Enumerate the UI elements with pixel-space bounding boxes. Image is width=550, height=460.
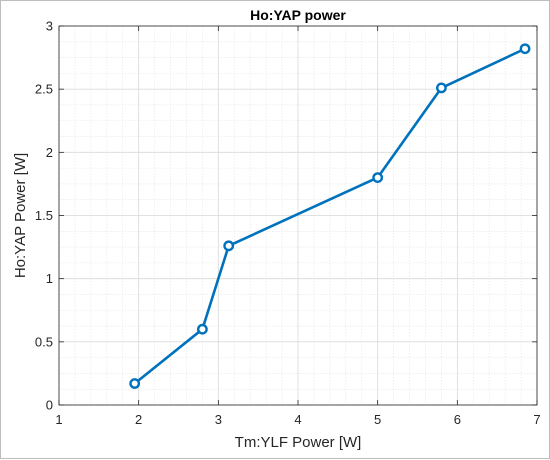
y-tick-label: 3 (46, 19, 53, 34)
x-tick-label: 1 (55, 412, 62, 427)
x-tick-label: 3 (215, 412, 222, 427)
y-tick-label: 2.5 (35, 82, 53, 97)
x-tick-label: 2 (135, 412, 142, 427)
data-point-marker (435, 82, 447, 94)
tick-marks (58, 25, 538, 406)
series-layer (129, 43, 531, 389)
data-point-marker (129, 378, 141, 389)
series-line (133, 47, 526, 385)
y-axis-label: Ho:YAP Power [W] (12, 153, 29, 278)
y-tick-label: 1.5 (35, 208, 53, 223)
data-point-marker (519, 43, 531, 55)
x-tick-label: 4 (294, 412, 301, 427)
data-point-marker (223, 240, 235, 252)
y-tick-label: 2 (46, 145, 53, 160)
data-point-marker (372, 172, 384, 184)
y-tick-label: 0 (46, 398, 53, 413)
data-point-marker (196, 323, 208, 335)
y-tick-label: 0.5 (35, 334, 53, 349)
x-axis-label: Tm:YLF Power [W] (235, 434, 362, 451)
chart-title: Ho:YAP power (250, 7, 346, 23)
y-tick-labels: 0 0.5 1 1.5 2 2.5 3 (35, 19, 53, 413)
x-tick-label: 6 (454, 412, 461, 427)
x-tick-label: 5 (374, 412, 381, 427)
y-tick-label: 1 (46, 271, 53, 286)
x-tick-label: 7 (533, 412, 540, 427)
x-tick-labels: 1 2 3 4 5 6 7 (55, 412, 540, 427)
